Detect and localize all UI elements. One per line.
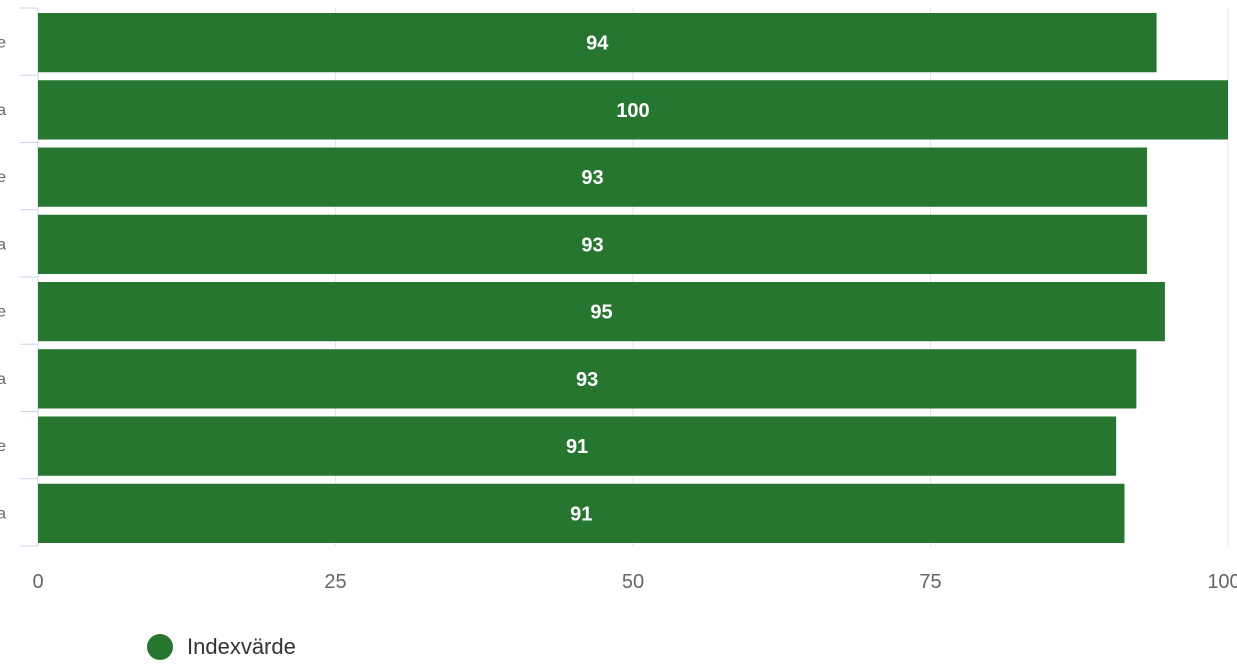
bar[interactable] [38,214,1148,274]
x-tick-label: 50 [622,571,644,593]
category-label: a [0,236,6,253]
bar[interactable] [38,483,1125,543]
bar[interactable] [38,282,1165,342]
category-label: a [0,371,6,388]
data-label: 95 [590,302,612,324]
data-label: 93 [581,234,603,256]
legend[interactable]: Indexvärde [147,632,296,662]
bar[interactable] [38,13,1157,73]
data-label: 94 [586,33,609,55]
category-label: e [0,304,6,321]
bar[interactable] [38,147,1148,207]
category-label: a [0,102,6,119]
data-label: 93 [581,167,603,189]
data-label: 91 [566,436,588,458]
x-tick-label: 75 [919,571,941,593]
x-tick-label: 0 [32,571,43,593]
category-label: e [0,35,6,52]
legend-marker-icon [147,634,173,660]
x-tick-label: 25 [324,571,346,593]
data-label: 100 [616,100,649,122]
bar[interactable] [38,80,1228,140]
category-label: a [0,505,6,522]
bar[interactable] [38,349,1137,409]
x-tick-label: 100 [1207,571,1237,593]
category-label: e [0,169,6,186]
legend-label: Indexvärde [187,634,296,659]
data-label: 91 [570,503,592,525]
data-label: 93 [576,369,598,391]
bar[interactable] [38,416,1117,476]
category-label: e [0,438,6,455]
